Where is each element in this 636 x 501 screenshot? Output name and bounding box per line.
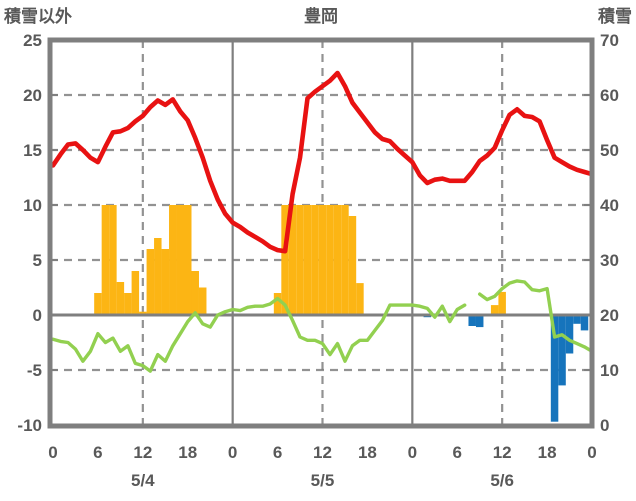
left-axis-tick-label: 10 <box>23 196 42 215</box>
sunshine-bar <box>318 205 327 315</box>
x-axis-hour-label: 6 <box>273 443 282 462</box>
left-axis-tick-label: 25 <box>23 31 42 50</box>
x-axis-date-label: 5/5 <box>311 471 335 490</box>
left-axis-tick-label: 20 <box>23 86 42 105</box>
sunshine-bar <box>333 205 342 315</box>
sunshine-bar <box>169 205 177 315</box>
sunshine-bar <box>191 271 199 315</box>
chart-title: 豊岡 <box>304 7 338 26</box>
precipitation-bar <box>565 315 574 354</box>
sunshine-bar <box>146 249 155 315</box>
right-axis-title: 積雪 <box>598 7 632 26</box>
x-axis-date-label: 5/4 <box>131 471 155 490</box>
sunshine-bar <box>139 311 147 315</box>
x-axis-hour-label: 6 <box>453 443 462 462</box>
right-axis-tick-label: 40 <box>600 196 619 215</box>
left-axis-title: 積雪以外 <box>4 7 72 26</box>
left-axis-tick-label: 0 <box>33 306 42 325</box>
x-axis-hour-label: 6 <box>93 443 102 462</box>
sunshine-bar <box>303 205 312 315</box>
sunshine-bar <box>109 205 117 315</box>
x-axis-hour-label: 18 <box>178 443 197 462</box>
sunshine-bar <box>176 205 185 315</box>
chart-titlebar: 積雪以外 豊岡 積雪 <box>0 2 636 26</box>
green-line <box>51 279 594 373</box>
left-axis-tick-label: 5 <box>33 251 42 270</box>
left-axis-tick-label: -5 <box>27 361 42 380</box>
x-axis-hour-label: 18 <box>538 443 557 462</box>
left-axis-tick-label: 15 <box>23 141 42 160</box>
sunshine-bar <box>94 293 102 315</box>
precipitation-bar <box>558 315 566 386</box>
sunshine-bar <box>184 205 192 315</box>
sunshine-bar <box>356 283 364 315</box>
sunshine-bar <box>101 205 110 315</box>
sunshine-bar <box>198 287 207 315</box>
sunshine-bar <box>124 293 132 315</box>
sunshine-bar <box>161 249 170 315</box>
sunshine-bar <box>311 205 319 315</box>
sunshine-bar <box>154 238 162 315</box>
sunshine-bar <box>490 305 499 315</box>
sunshine-bar <box>341 205 349 315</box>
x-axis-date-label: 5/6 <box>490 471 514 490</box>
sunshine-bar <box>296 205 304 315</box>
sunshine-bars <box>94 205 506 315</box>
x-axis-hour-label: 0 <box>587 443 596 462</box>
precipitation-bar <box>550 315 559 422</box>
sunshine-bar <box>348 216 357 315</box>
left-axis-tick-label: -10 <box>17 416 42 435</box>
x-axis-hour-label: 0 <box>228 443 237 462</box>
sunshine-bar <box>131 271 140 315</box>
sunshine-bar <box>273 293 282 315</box>
right-axis-tick-label: 30 <box>600 251 619 270</box>
right-axis-tick-label: 60 <box>600 86 619 105</box>
right-axis-tick-label: 20 <box>600 306 619 325</box>
x-axis-hour-label: 18 <box>358 443 377 462</box>
precipitation-bars <box>423 315 589 422</box>
right-axis-tick-label: 50 <box>600 141 619 160</box>
plot-frame <box>47 37 595 429</box>
right-axis-tick-label: 70 <box>600 31 619 50</box>
precipitation-bar <box>475 315 484 328</box>
sunshine-bar <box>288 205 297 315</box>
x-axis-hour-label: 12 <box>133 443 152 462</box>
x-axis-hour-label: 0 <box>408 443 417 462</box>
precipitation-bar <box>580 315 589 331</box>
precipitation-bar <box>573 315 581 324</box>
axis-ticks <box>52 39 590 426</box>
sunshine-bar <box>281 205 289 315</box>
precipitation-bar <box>468 315 476 326</box>
right-axis-tick-label: 0 <box>600 416 609 435</box>
sunshine-bar <box>326 205 334 315</box>
temperature-line <box>50 70 595 254</box>
x-axis-hour-label: 0 <box>48 443 57 462</box>
right-axis-tick-label: 10 <box>600 361 619 380</box>
x-axis-hour-label: 12 <box>313 443 332 462</box>
x-axis-hour-label: 12 <box>493 443 512 462</box>
sunshine-bar <box>498 291 506 315</box>
sunshine-bar <box>116 282 125 315</box>
